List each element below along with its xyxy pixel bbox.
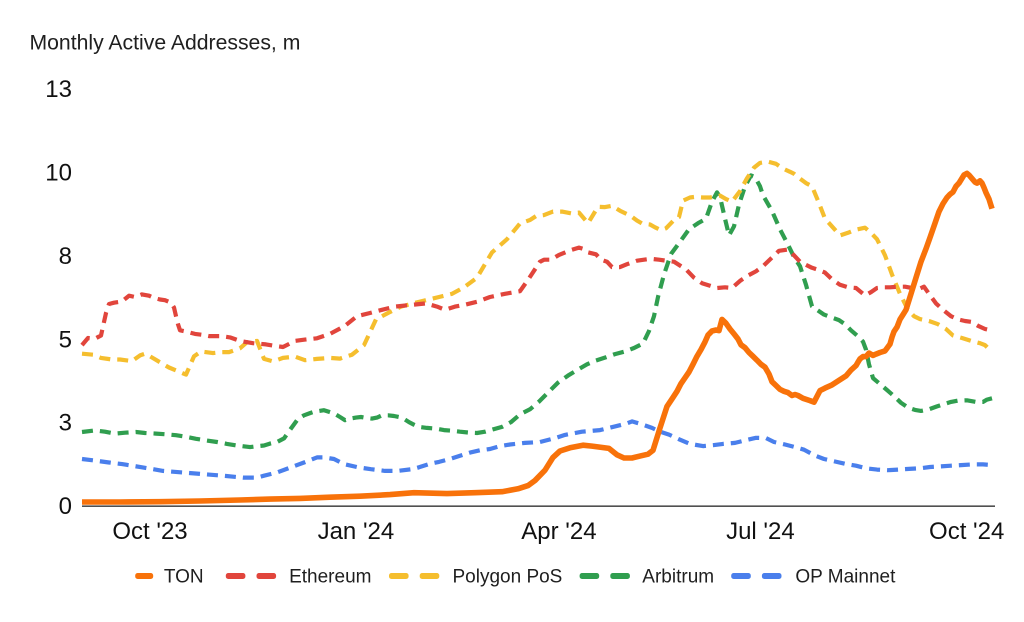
svg-text:Jul '24: Jul '24 xyxy=(726,518,795,545)
svg-text:TON: TON xyxy=(164,566,204,587)
svg-text:8: 8 xyxy=(59,243,72,270)
svg-text:Apr '24: Apr '24 xyxy=(521,518,596,545)
svg-text:0: 0 xyxy=(59,493,72,520)
svg-text:Oct '23: Oct '23 xyxy=(112,518,187,545)
svg-text:10: 10 xyxy=(45,159,72,186)
svg-text:OP Mainnet: OP Mainnet xyxy=(795,566,896,587)
svg-text:Ethereum: Ethereum xyxy=(289,566,371,587)
svg-text:Jan '24: Jan '24 xyxy=(318,518,395,545)
svg-text:Polygon PoS: Polygon PoS xyxy=(453,566,563,587)
svg-text:3: 3 xyxy=(59,410,72,437)
svg-text:Oct '24: Oct '24 xyxy=(929,518,1004,545)
svg-text:5: 5 xyxy=(59,326,72,353)
svg-text:Arbitrum: Arbitrum xyxy=(642,566,714,587)
svg-text:13: 13 xyxy=(45,76,72,103)
svg-text:Monthly Active Addresses, m: Monthly Active Addresses, m xyxy=(30,32,301,55)
